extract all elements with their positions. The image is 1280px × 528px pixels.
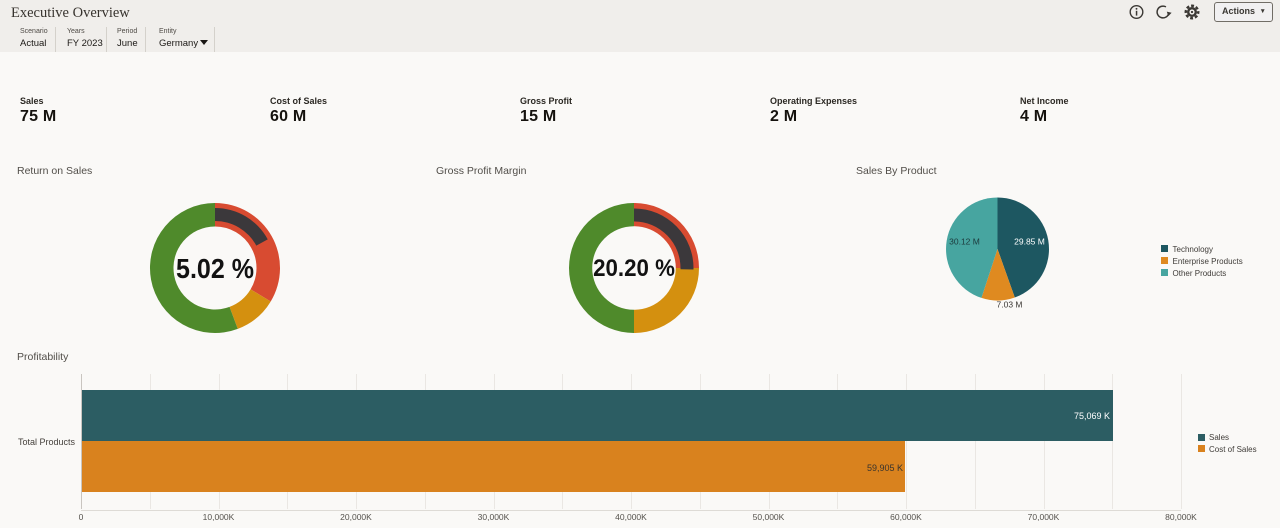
svg-text:30.12 M: 30.12 M bbox=[949, 237, 980, 247]
svg-text:7.03 M: 7.03 M bbox=[997, 300, 1023, 310]
svg-text:29.85 M: 29.85 M bbox=[1014, 237, 1045, 247]
